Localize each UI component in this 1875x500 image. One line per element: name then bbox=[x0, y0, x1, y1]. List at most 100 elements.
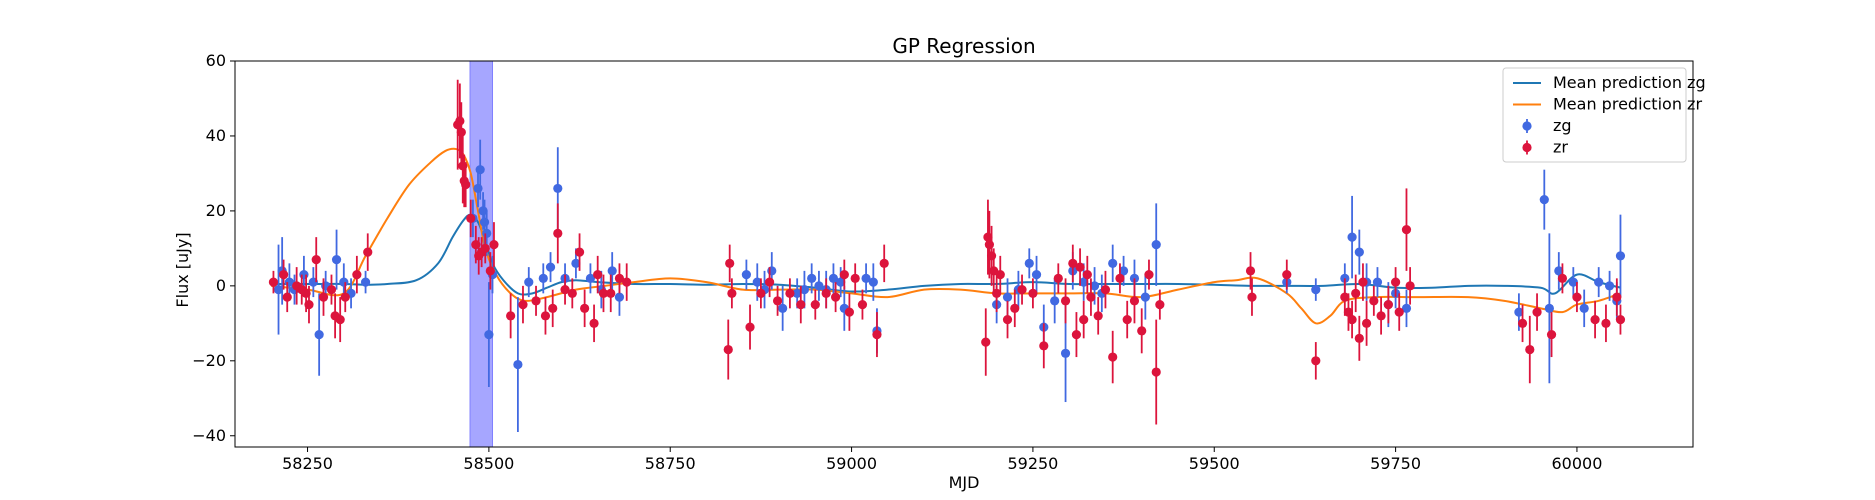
zr-point-61 bbox=[879, 258, 889, 268]
zr-point-52 bbox=[796, 299, 806, 310]
zr-point-30 bbox=[531, 296, 541, 306]
y-tick-label: −40 bbox=[192, 426, 226, 445]
legend-label: zg bbox=[1553, 116, 1572, 135]
zr-point-112 bbox=[1532, 307, 1542, 317]
zg-point-44 bbox=[861, 273, 871, 283]
zr-point-31 bbox=[540, 311, 551, 321]
zr-point-8 bbox=[318, 292, 329, 302]
x-axis-label: MJD bbox=[949, 473, 980, 492]
legend: Mean prediction zg Mean prediction zr zg zr bbox=[1502, 67, 1706, 163]
zr-point-78 bbox=[1075, 262, 1085, 272]
zr-point-67 bbox=[992, 288, 1002, 298]
zg-point-9 bbox=[339, 277, 349, 287]
zr-point-12 bbox=[340, 292, 350, 302]
zr-point-95 bbox=[1311, 356, 1321, 366]
zr-point-59 bbox=[857, 299, 868, 310]
zg-point-11 bbox=[360, 277, 371, 287]
zg-point-41 bbox=[828, 273, 839, 283]
legend-marker-handle bbox=[1522, 142, 1532, 153]
zr-point-53 bbox=[810, 299, 820, 310]
zg-point-51 bbox=[1031, 270, 1042, 280]
zr-point-64 bbox=[984, 240, 994, 250]
legend-box bbox=[1502, 67, 1687, 163]
zg-point-60 bbox=[1118, 266, 1129, 276]
y-tick-label: −20 bbox=[192, 351, 226, 370]
zr-point-60 bbox=[872, 329, 882, 340]
zr-point-100 bbox=[1354, 333, 1364, 343]
zr-point-17 bbox=[456, 127, 466, 137]
x-tick-label: 58250 bbox=[282, 454, 333, 473]
chart-title: GP Regression bbox=[892, 34, 1035, 58]
zr-point-51 bbox=[785, 288, 795, 298]
zr-point-68 bbox=[995, 270, 1005, 280]
zg-point-53 bbox=[1050, 296, 1060, 306]
zr-point-20 bbox=[461, 180, 471, 190]
zr-point-13 bbox=[352, 270, 362, 280]
zr-point-92 bbox=[1245, 266, 1256, 276]
zg-point-16 bbox=[479, 217, 490, 227]
zg-point-23 bbox=[545, 262, 556, 272]
zr-point-16 bbox=[455, 116, 465, 126]
zg-point-76 bbox=[1544, 303, 1554, 313]
zr-point-9 bbox=[326, 285, 337, 295]
zr-point-83 bbox=[1100, 285, 1111, 295]
zr-point-56 bbox=[839, 270, 849, 280]
zr-point-90 bbox=[1151, 367, 1161, 377]
zr-point-107 bbox=[1394, 307, 1404, 317]
zr-point-72 bbox=[1028, 288, 1038, 298]
zg-point-81 bbox=[1604, 281, 1615, 291]
zr-point-76 bbox=[1068, 258, 1078, 268]
zr-point-86 bbox=[1122, 314, 1132, 325]
zr-point-35 bbox=[567, 288, 577, 298]
y-tick-label: 0 bbox=[216, 276, 226, 295]
axes-frame bbox=[234, 60, 1694, 448]
zg-point-32 bbox=[752, 277, 762, 287]
zr-point-0 bbox=[268, 277, 279, 287]
zr-point-82 bbox=[1093, 311, 1103, 321]
zg-point-8 bbox=[331, 255, 342, 265]
zr-point-39 bbox=[593, 270, 603, 280]
zr-point-26 bbox=[485, 266, 495, 276]
zg-point-77 bbox=[1554, 266, 1564, 276]
zg-point-48 bbox=[1002, 292, 1013, 302]
zg-point-30 bbox=[614, 292, 625, 302]
zr-point-113 bbox=[1546, 329, 1557, 340]
zg-point-36 bbox=[792, 288, 802, 298]
legend-label: Mean prediction zg bbox=[1553, 73, 1706, 92]
zg-point-29 bbox=[607, 266, 617, 276]
zg-point-18 bbox=[484, 329, 494, 340]
zg-point-68 bbox=[1354, 247, 1364, 257]
zr-point-49 bbox=[765, 277, 775, 287]
zr-point-80 bbox=[1082, 270, 1092, 280]
zg-point-17 bbox=[482, 228, 492, 238]
zg-point-39 bbox=[814, 281, 824, 291]
zg-point-78 bbox=[1568, 277, 1578, 287]
zr-point-102 bbox=[1361, 318, 1372, 328]
zr-point-115 bbox=[1572, 292, 1582, 302]
zg-point-38 bbox=[807, 273, 817, 283]
y-tick-label: 60 bbox=[206, 51, 226, 70]
zr-point-40 bbox=[598, 288, 609, 298]
x-tick-label: 59000 bbox=[826, 454, 877, 473]
zg-point-63 bbox=[1151, 240, 1161, 250]
zg-point-35 bbox=[778, 303, 788, 313]
zr-point-25 bbox=[480, 243, 490, 253]
zg-point-20 bbox=[513, 359, 523, 370]
zg-point-65 bbox=[1311, 285, 1321, 295]
zg-point-34 bbox=[767, 266, 777, 276]
zg-point-59 bbox=[1108, 258, 1118, 268]
zr-point-119 bbox=[1615, 314, 1626, 325]
zr-point-2 bbox=[282, 292, 292, 302]
zg-point-62 bbox=[1140, 292, 1150, 302]
zr-point-96 bbox=[1340, 292, 1350, 302]
zr-point-74 bbox=[1053, 273, 1063, 283]
zg-point-42 bbox=[836, 277, 846, 287]
zg-point-83 bbox=[1615, 251, 1626, 261]
zr-point-6 bbox=[304, 299, 314, 310]
zr-point-70 bbox=[1010, 303, 1020, 313]
zg-point-50 bbox=[1024, 258, 1034, 268]
zg-point-54 bbox=[1060, 348, 1071, 358]
zg-point-45 bbox=[868, 277, 878, 287]
zr-point-91 bbox=[1155, 299, 1165, 310]
zr-point-111 bbox=[1525, 344, 1535, 355]
